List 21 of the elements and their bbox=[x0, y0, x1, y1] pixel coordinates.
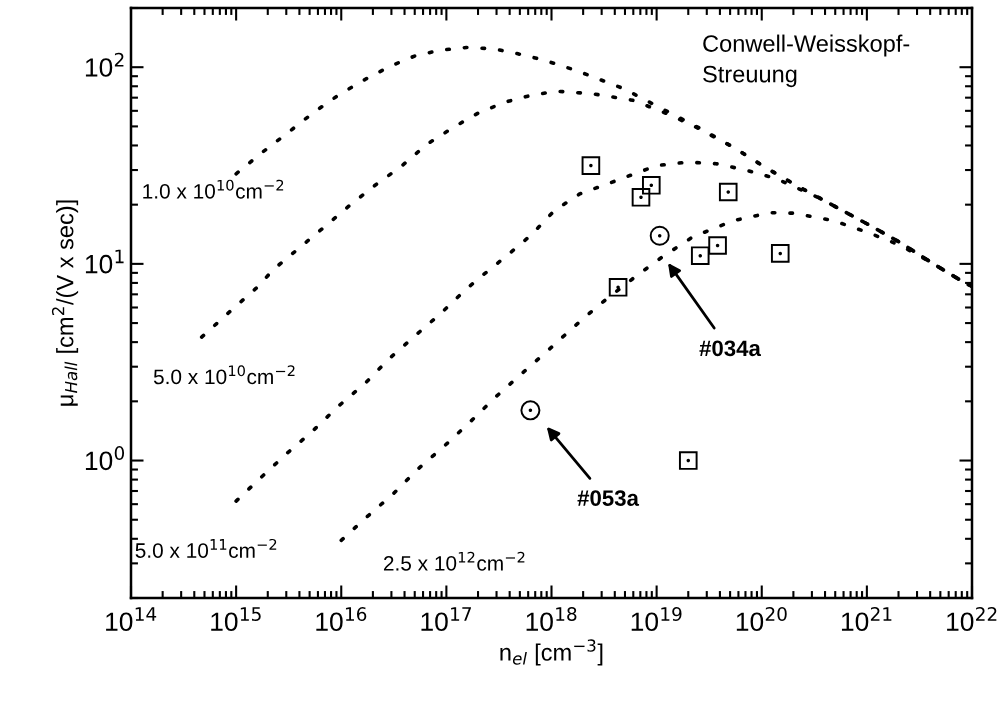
x-tick-label: 10$^{17}$ bbox=[421, 607, 471, 632]
x-tick-label: 10$^{15}$ bbox=[211, 607, 261, 632]
text: 5.0 x 10$^{10}$cm$^{−2}$ bbox=[153, 365, 295, 385]
y-tick-label: 10$^{1}$ bbox=[85, 249, 124, 274]
annotation: #034a bbox=[699, 340, 761, 357]
y-tick-label: 10$^{2}$ bbox=[85, 52, 124, 77]
y-axis-title: μ$_{Hall}$ [cm$^{2}$/(V x sec)] bbox=[51, 200, 79, 406]
series-label: 2.5 x 10$^{12}$cm$^{−2}$ bbox=[383, 551, 525, 571]
x-tick-label: 10$^{14}$ bbox=[106, 607, 157, 632]
x-tick-label: 10$^{19}$ bbox=[631, 607, 682, 632]
series-label: 1.0 x 10$^{10}$cm$^{−2}$ bbox=[143, 179, 284, 199]
x-tick-label: 10$^{22}$ bbox=[947, 607, 997, 632]
text: 5.0 x 10$^{11}$cm$^{−2}$ bbox=[135, 538, 277, 558]
x-tick-label: 10$^{21}$ bbox=[841, 607, 892, 632]
x-tick-label: 10$^{18}$ bbox=[526, 607, 577, 632]
annotation: #053a bbox=[577, 490, 640, 506]
annotation: Conwell-Weisskopf- Streuung bbox=[703, 34, 910, 88]
x-tick-label: 10$^{20}$ bbox=[736, 607, 787, 632]
x-tick-label: 10$^{16}$ bbox=[316, 607, 367, 632]
y-tick-label: 10$^{0}$ bbox=[85, 446, 125, 471]
x-axis-title: n$_{el}$ [cm$^{−3}$] bbox=[500, 639, 603, 666]
